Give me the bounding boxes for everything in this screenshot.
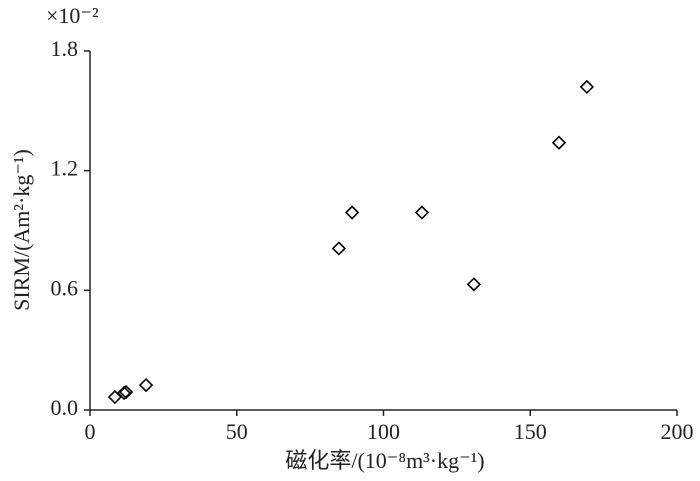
y-tick-label: 1.2 <box>51 156 79 181</box>
y-axis-label: SIRM/(Am²·kg⁻¹) <box>9 149 34 311</box>
y-tick-label: 0.6 <box>51 275 79 300</box>
point <box>551 135 567 150</box>
x-tick-label: 0 <box>85 419 96 444</box>
point <box>138 377 154 393</box>
x-tick-label: 200 <box>661 419 694 444</box>
y-tick-label: 1.8 <box>51 36 79 61</box>
x-tick-label: 50 <box>226 419 248 444</box>
x-tick-label: 100 <box>367 419 400 444</box>
y-tick-label: 0.0 <box>51 395 79 420</box>
point <box>414 205 430 220</box>
x-tick-label: 150 <box>514 419 547 444</box>
point <box>579 79 595 95</box>
point <box>118 384 134 400</box>
point <box>466 277 482 292</box>
point <box>331 241 347 256</box>
x-axis-label: 磁化率/(10⁻⁸m³·kg⁻¹) <box>285 448 484 473</box>
point <box>344 205 360 220</box>
axis-multiplier: ×10⁻² <box>46 3 99 28</box>
